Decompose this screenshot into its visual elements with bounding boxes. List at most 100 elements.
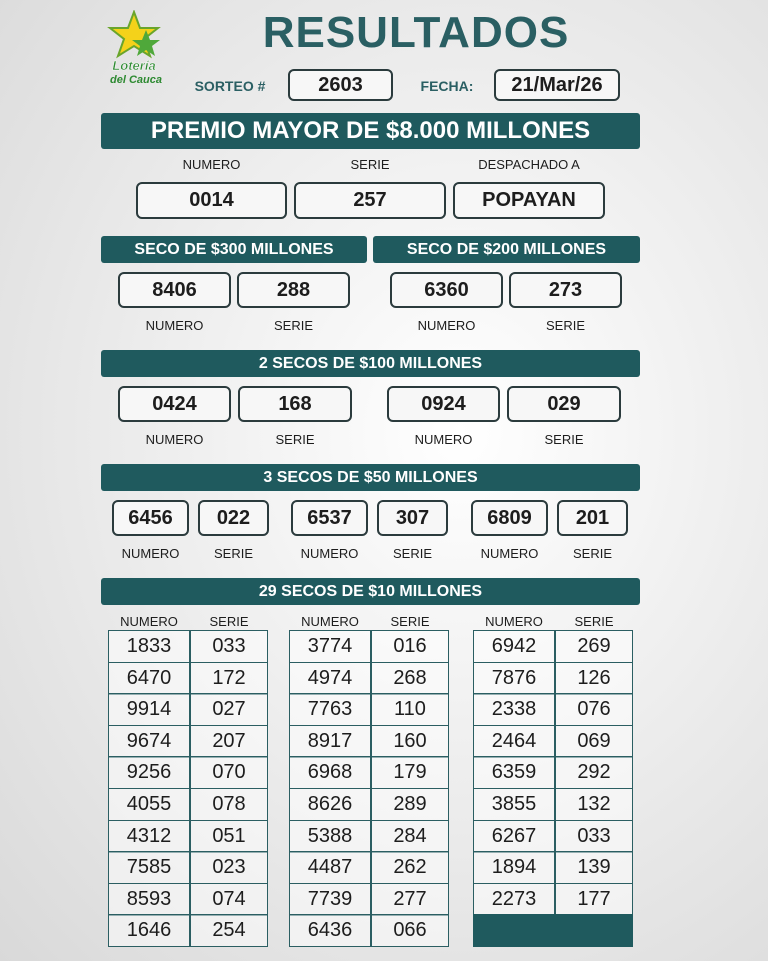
table-serie: 070	[190, 756, 268, 790]
field-label: DESPACHADO A	[478, 157, 580, 172]
table-numero: 6470	[108, 661, 190, 695]
table-serie: 207	[190, 724, 268, 758]
table-serie: 078	[190, 788, 268, 822]
section-banner: 3 SECOS DE $50 MILLONES	[101, 464, 640, 491]
table-serie: 126	[555, 661, 633, 695]
table-numero: 6968	[289, 756, 371, 790]
serie-label: SERIE	[273, 318, 313, 333]
table-numero: 4974	[289, 661, 371, 695]
prize-serie: 307	[377, 500, 448, 536]
table-numero: 4055	[108, 788, 190, 822]
empty-cell	[473, 914, 633, 948]
logo: Lotería del Cauca	[107, 10, 162, 86]
section-banner: SECO DE $300 MILLONES	[101, 236, 367, 263]
prize-serie: 029	[507, 386, 621, 422]
table-serie: 076	[555, 693, 633, 727]
numero-label: NUMERO	[417, 318, 476, 333]
prize-value: POPAYAN	[453, 182, 605, 219]
table-numero: 2338	[473, 693, 555, 727]
prize-numero: 0924	[387, 386, 500, 422]
serie-label: SERIE	[275, 432, 315, 447]
prize-value: 257	[294, 182, 446, 219]
table-numero: 1894	[473, 851, 555, 885]
table-serie: 277	[371, 882, 449, 916]
table-numero: 7739	[289, 882, 371, 916]
table-numero: 2464	[473, 724, 555, 758]
table-serie: 139	[555, 851, 633, 885]
sorteo-label: SORTEO #	[194, 78, 266, 94]
table-numero: 8593	[108, 882, 190, 916]
table-serie: 132	[555, 788, 633, 822]
table-serie: 051	[190, 819, 268, 853]
table-serie: 160	[371, 724, 449, 758]
prize-numero: 6537	[291, 500, 368, 536]
serie-label: SERIE	[390, 614, 430, 629]
prize-numero: 6809	[471, 500, 548, 536]
serie-label: SERIE	[392, 546, 432, 561]
table-numero: 9256	[108, 756, 190, 790]
serie-label: SERIE	[572, 546, 612, 561]
table-numero: 7876	[473, 661, 555, 695]
prize-value: 0014	[136, 182, 287, 219]
numero-label: NUMERO	[145, 432, 204, 447]
table-serie: 016	[371, 630, 449, 664]
serie-label: SERIE	[213, 546, 253, 561]
table-numero: 9914	[108, 693, 190, 727]
table-serie: 023	[190, 851, 268, 885]
numero-label: NUMERO	[120, 614, 178, 629]
table-serie: 262	[371, 851, 449, 885]
numero-label: NUMERO	[145, 318, 204, 333]
table-numero: 4312	[108, 819, 190, 853]
table-numero: 5388	[289, 819, 371, 853]
serie-label: SERIE	[209, 614, 249, 629]
table-numero: 3855	[473, 788, 555, 822]
table-serie: 292	[555, 756, 633, 790]
prize-numero: 0424	[118, 386, 231, 422]
logo-text: del Cauca	[110, 74, 162, 86]
prize-serie: 273	[509, 272, 622, 308]
table-serie: 033	[190, 630, 268, 664]
prize-numero: 6360	[390, 272, 503, 308]
table-numero: 4487	[289, 851, 371, 885]
table-numero: 3774	[289, 630, 371, 664]
field-label: NUMERO	[182, 157, 241, 172]
table-serie: 268	[371, 661, 449, 695]
table-numero: 9674	[108, 724, 190, 758]
title: RESULTADOS	[262, 8, 570, 57]
table-serie: 172	[190, 661, 268, 695]
table-numero: 8626	[289, 788, 371, 822]
table-serie: 066	[371, 914, 449, 948]
sorteo-value: 2603	[288, 69, 393, 101]
table-serie: 027	[190, 693, 268, 727]
serie-label: SERIE	[545, 318, 585, 333]
table-numero: 6359	[473, 756, 555, 790]
table-serie: 033	[555, 819, 633, 853]
numero-label: NUMERO	[301, 614, 359, 629]
prize-serie: 201	[557, 500, 628, 536]
section-banner: 2 SECOS DE $100 MILLONES	[101, 350, 640, 377]
table-serie: 254	[190, 914, 268, 948]
fecha-label: FECHA:	[420, 78, 474, 94]
prize-serie: 022	[198, 500, 269, 536]
table-serie: 069	[555, 724, 633, 758]
table-numero: 8917	[289, 724, 371, 758]
section-banner: 29 SECOS DE $10 MILLONES	[101, 578, 640, 605]
table-numero: 6267	[473, 819, 555, 853]
table-serie: 179	[371, 756, 449, 790]
prize-serie: 288	[237, 272, 350, 308]
table-serie: 289	[371, 788, 449, 822]
table-numero: 1833	[108, 630, 190, 664]
prize-serie: 168	[238, 386, 352, 422]
numero-label: NUMERO	[300, 546, 359, 561]
numero-label: NUMERO	[480, 546, 539, 561]
table-numero: 2273	[473, 882, 555, 916]
section-banner: SECO DE $200 MILLONES	[373, 236, 640, 263]
table-numero: 6942	[473, 630, 555, 664]
numero-label: NUMERO	[121, 546, 180, 561]
prize-numero: 8406	[118, 272, 231, 308]
table-serie: 269	[555, 630, 633, 664]
section-banner: PREMIO MAYOR DE $8.000 MILLONES	[101, 113, 640, 149]
table-serie: 284	[371, 819, 449, 853]
prize-numero: 6456	[112, 500, 189, 536]
table-serie: 177	[555, 882, 633, 916]
